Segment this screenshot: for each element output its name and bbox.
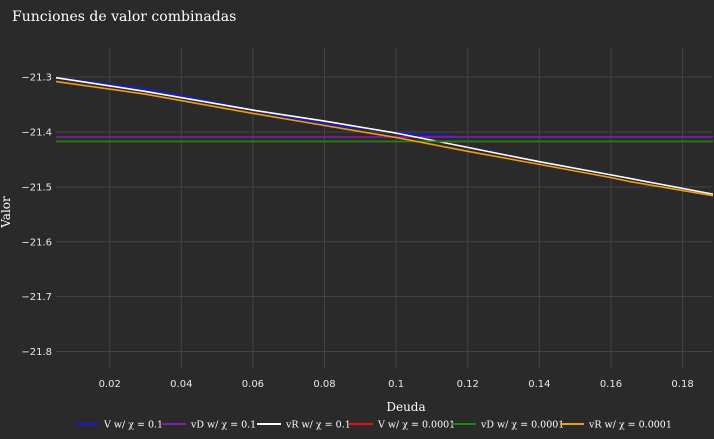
x-tick-label: 0.14 xyxy=(528,379,550,390)
grid-layer xyxy=(56,47,713,368)
series-layer xyxy=(55,76,714,197)
x-tick-label: 0.08 xyxy=(313,379,335,390)
y-axis-ticks: −21.3 −21.4 −21.5 −21.6 −21.7 −21.8 xyxy=(21,73,52,358)
series-line-6 xyxy=(55,80,714,197)
x-tick-label: 0.16 xyxy=(600,379,622,390)
legend-label: vD w/ χ = 0.1 xyxy=(190,420,256,431)
x-tick-label: 0.04 xyxy=(170,379,192,390)
series-line-3 xyxy=(55,76,714,195)
x-tick-label: 0.1 xyxy=(388,379,404,390)
x-tick-label: 0.06 xyxy=(242,379,264,390)
x-tick-label: 0.18 xyxy=(671,379,693,390)
y-tick-label: −21.3 xyxy=(21,73,52,84)
chart-title: Funciones de valor combinadas xyxy=(12,9,236,25)
legend: V w/ χ = 0.1 vD w/ χ = 0.1 vR w/ χ = 0.1 V … xyxy=(75,420,672,431)
legend-item[interactable]: vR w/ χ = 0.0001 xyxy=(560,420,672,431)
legend-label: vR w/ χ = 0.0001 xyxy=(588,420,672,431)
legend-label: vR w/ χ = 0.1 xyxy=(285,420,351,431)
x-tick-label: 0.02 xyxy=(99,379,121,390)
legend-item[interactable]: vD w/ χ = 0.0001 xyxy=(452,420,564,431)
y-axis-label: Valor xyxy=(0,196,13,229)
x-axis-label: Deuda xyxy=(386,400,425,414)
y-tick-label: −21.6 xyxy=(21,237,52,248)
legend-label: vD w/ χ = 0.0001 xyxy=(480,420,564,431)
y-tick-label: −21.5 xyxy=(21,182,52,193)
y-tick-label: −21.4 xyxy=(21,128,52,139)
y-tick-label: −21.7 xyxy=(21,292,52,303)
y-tick-label: −21.8 xyxy=(21,347,52,358)
legend-item[interactable]: V w/ χ = 0.1 xyxy=(75,420,163,431)
x-axis-ticks: 0.02 0.04 0.06 0.08 0.1 0.12 0.14 0.16 0.18 xyxy=(99,379,694,390)
x-tick-label: 0.12 xyxy=(457,379,479,390)
legend-item[interactable]: vR w/ χ = 0.1 xyxy=(257,420,351,431)
legend-item[interactable]: vD w/ χ = 0.1 xyxy=(162,420,256,431)
legend-label: V w/ χ = 0.0001 xyxy=(377,420,455,431)
legend-item[interactable]: V w/ χ = 0.0001 xyxy=(349,420,455,431)
legend-label: V w/ χ = 0.1 xyxy=(103,420,163,431)
